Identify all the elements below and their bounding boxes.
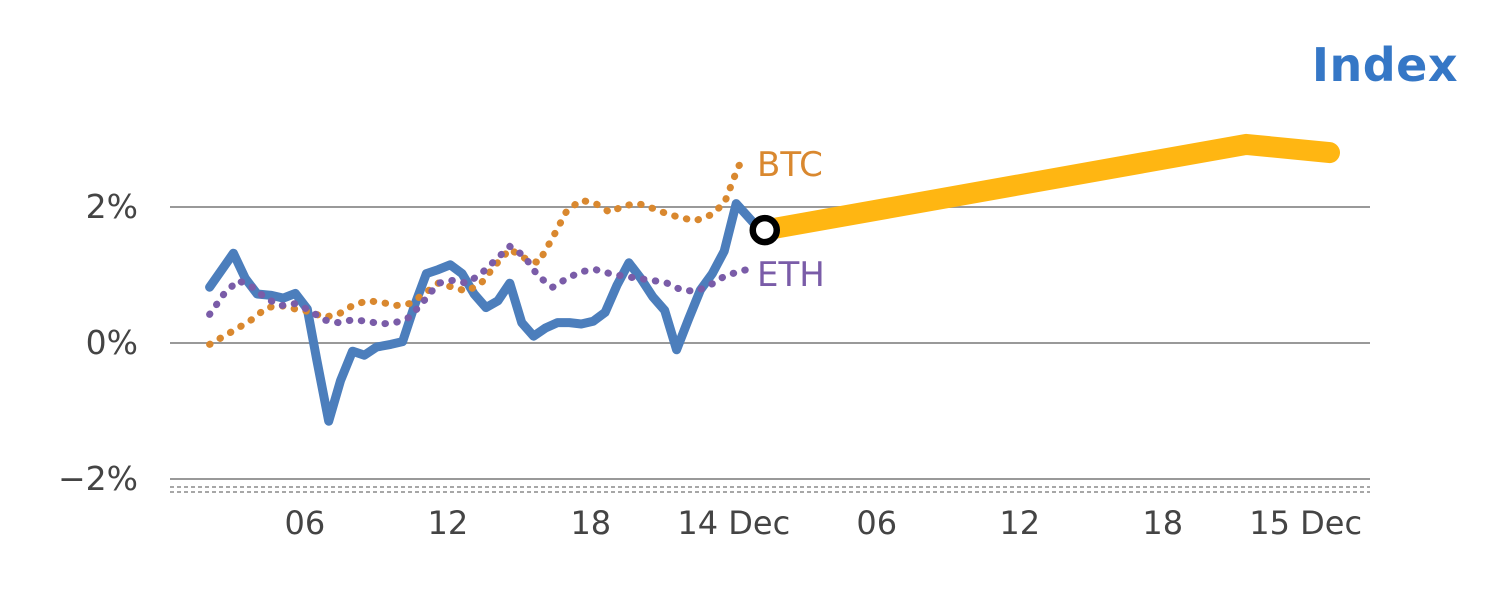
x-tick-label: 18 [570,504,611,542]
x-tick-label: 14 Dec [677,504,790,542]
y-tick-label: 2% [86,187,138,226]
x-tick-label: 12 [999,504,1040,542]
btc-dotted-line [206,154,750,348]
forecast-band [754,133,1340,241]
btc-series-label: BTC [757,145,823,185]
x-tick-label: 15 Dec [1249,504,1362,542]
x-tick-label: 06 [285,504,326,542]
chart-title: Index [1311,38,1458,92]
eth-series-label: ETH [757,255,825,295]
x-tick-label: 18 [1142,504,1183,542]
eth-dotted-line [206,242,757,328]
index-line [205,199,770,426]
current-value-marker [749,214,781,246]
x-tick-label: 12 [427,504,468,542]
x-tick-label: 06 [856,504,897,542]
y-tick-label: −2% [58,459,138,498]
y-tick-label: 0% [86,323,138,362]
